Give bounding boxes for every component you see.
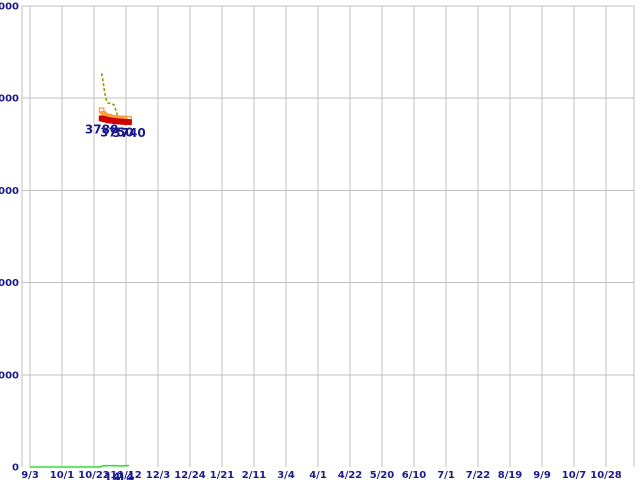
x-axis-tick-label: 2/11 — [242, 470, 267, 480]
x-axis-tick-label: 4/22 — [338, 470, 363, 480]
x-axis-tick-label: 5/20 — [370, 470, 395, 480]
x-axis-tick-label: 10/28 — [590, 470, 622, 480]
x-axis-tick-label: 12/3 — [146, 470, 171, 480]
x-axis-tick-label: 1/21 — [210, 470, 235, 480]
x-axis-tick-label: 9/3 — [21, 470, 39, 480]
y-axis-tick-label: 4000 — [0, 94, 19, 105]
y-axis-tick-label: 2000 — [0, 278, 19, 289]
data-label-green-mid-value: 14 — [104, 471, 121, 480]
x-axis-tick-label: 9/9 — [533, 470, 551, 480]
series-marker-red-solid-series — [126, 119, 132, 126]
y-axis-tick-label: 1000 — [0, 370, 19, 381]
plot-frame — [21, 5, 635, 467]
x-axis-tick-label: 10/7 — [562, 470, 587, 480]
x-axis-tick-label: 7/1 — [437, 470, 455, 480]
x-axis-tick-label: 4/1 — [309, 470, 327, 480]
x-axis-tick-label: 12/24 — [174, 470, 206, 480]
x-axis-tick-label: 7/22 — [466, 470, 491, 480]
y-axis-tick-label: 3000 — [0, 186, 19, 197]
x-axis-tick-label: 3/4 — [277, 470, 295, 480]
x-axis-ticks: 9/3 10/1 10/22 11/12 12/3 12/24 1/21 2/11 3/4 4/1… — [21, 470, 622, 480]
y-axis-ticks: 0 1000 2000 3000 4000 5000 — [0, 2, 19, 474]
x-axis-tick-label: 10/22 — [78, 470, 110, 480]
x-axis-tick-label: 6/10 — [402, 470, 427, 480]
grid-lines — [22, 5, 634, 467]
data-label-green-end-value: 14 — [118, 471, 135, 480]
y-axis-tick-label: 0 — [12, 463, 19, 474]
data-label-red-end-value: 3740 — [112, 126, 145, 140]
data-series-layer — [30, 73, 132, 468]
series-line-green-solid-series — [30, 464, 130, 468]
x-axis-tick-label: 11/12 — [110, 470, 142, 480]
data-label-red-mid-value: 3750 — [100, 125, 133, 139]
y-axis-tick-label: 5000 — [0, 2, 19, 13]
x-axis-tick-label: 10/1 — [50, 470, 75, 480]
data-label-red-start-value: 3780 — [85, 122, 118, 136]
x-axis-tick-label: 8/19 — [498, 470, 523, 480]
